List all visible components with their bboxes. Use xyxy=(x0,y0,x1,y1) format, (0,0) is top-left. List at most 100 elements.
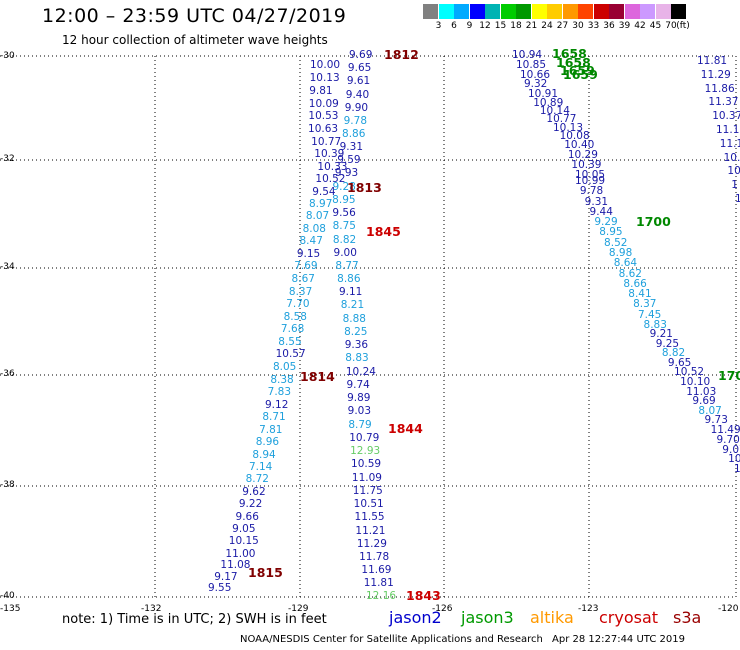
time-label: 1843 xyxy=(406,588,441,603)
wave-height-value: 10.29 xyxy=(567,149,598,162)
scale-swatch xyxy=(671,4,686,19)
wave-height-value: 7.14 xyxy=(248,460,273,473)
scale-label: 12 xyxy=(479,21,491,31)
wave-height-value: 8.41 xyxy=(628,288,652,301)
wave-height-value: 9.05 xyxy=(232,522,256,535)
wave-height-value: 9.78 xyxy=(579,185,604,198)
wave-height-value: 11.21 xyxy=(355,524,386,537)
scale-label: 39 xyxy=(618,21,631,31)
wave-height-value: 10 xyxy=(734,463,740,475)
page-title: 12:00 – 23:59 UTC 04/27/2019 xyxy=(42,5,347,27)
scale-swatch xyxy=(516,4,531,19)
wave-height-value: 11.75 xyxy=(352,484,383,497)
wave-height-value: 11.55 xyxy=(354,511,385,524)
scale-label: 3 xyxy=(435,21,442,31)
wave-height-value: 11.78 xyxy=(359,550,390,563)
wave-height-value: 10.63 xyxy=(308,123,339,136)
scale-label: 15 xyxy=(494,21,507,31)
scale-label: 9 xyxy=(466,21,473,31)
scale-label: 30 xyxy=(572,21,584,31)
scale-swatch xyxy=(485,4,500,19)
scale-swatch xyxy=(593,4,609,19)
wave-height-value: 11.81 xyxy=(363,576,394,589)
wave-height-value: 11.86 xyxy=(704,82,735,95)
wave-height-value: 8.83 xyxy=(345,352,369,365)
wave-height-value: 9.25 xyxy=(655,337,680,350)
wave-height-value: 8.95 xyxy=(599,226,623,239)
wave-height-value: 8.07 xyxy=(305,210,330,223)
scale-swatch xyxy=(562,4,578,19)
wave-height-value: 9.11 xyxy=(338,286,363,299)
page-subtitle: 12 hour collection of altimeter wave hei… xyxy=(62,33,328,47)
wave-height-value: 9.03 xyxy=(347,405,372,418)
time-label: 1813 xyxy=(347,180,382,195)
wave-height-value: 9.15 xyxy=(296,247,321,260)
scale-label: 18 xyxy=(510,21,522,31)
wave-height-value: 9.65 xyxy=(667,356,692,369)
wave-height-value: 10.89 xyxy=(533,97,564,110)
wave-height-value: 9.17 xyxy=(214,570,238,583)
wave-height-value: 8.21 xyxy=(340,299,365,312)
scale-swatch xyxy=(531,4,547,19)
time-label: 1658 xyxy=(556,55,591,70)
wave-height-value: 10.51 xyxy=(353,498,384,511)
scale-swatch xyxy=(547,4,562,19)
credit-line: NOAA/NESDIS Center for Satellite Applica… xyxy=(240,634,543,645)
legend-jason2: jason2 xyxy=(389,608,442,627)
wave-height-value: 9.22 xyxy=(238,498,263,511)
wave-height-value: 9.81 xyxy=(309,84,333,97)
wave-height-value: 8.86 xyxy=(342,128,366,141)
wave-height-value: 9.61 xyxy=(346,75,371,88)
time-label: 1845 xyxy=(366,224,401,239)
wave-height-value: 10.33 xyxy=(317,160,348,173)
time-label: 1659 xyxy=(560,63,595,78)
wave-height-value: 11.08 xyxy=(220,559,251,572)
wave-height-value: 10.94 xyxy=(512,49,543,61)
wave-height-value: 8.71 xyxy=(262,411,286,424)
wave-height-value: 11.29 xyxy=(700,68,731,81)
wave-height-value: 10.66 xyxy=(519,68,551,81)
wave-height-value: 8.75 xyxy=(332,220,356,233)
wave-height-value: 12.16 xyxy=(366,590,397,602)
wave-height-value: 9.65 xyxy=(347,62,372,75)
wave-height-value: 8.08 xyxy=(302,222,326,235)
wave-height-value: 7.68 xyxy=(280,323,305,336)
time-label: 170 xyxy=(718,368,740,383)
scale-label: 45 xyxy=(649,21,662,31)
wave-height-value: 8.66 xyxy=(623,277,647,290)
x-label: -135 xyxy=(0,604,21,614)
wave-height-value: 9.93 xyxy=(334,167,359,180)
wave-height-value: 10.40 xyxy=(564,139,595,152)
scale-swatch xyxy=(438,4,454,19)
x-label: -129 xyxy=(288,604,309,614)
wave-height-value: 9.74 xyxy=(346,378,370,391)
x-label: -120 xyxy=(718,604,739,614)
x-label: -132 xyxy=(141,604,162,614)
legend-cryosat: cryosat xyxy=(599,608,659,627)
wave-height-value: 10.14 xyxy=(539,105,570,118)
wave-height-value: 9.70 xyxy=(716,433,740,446)
wave-height-value: 7.83 xyxy=(267,386,292,399)
wave-height-value: 10 xyxy=(727,165,740,178)
wave-height-value: 8.38 xyxy=(270,373,294,386)
scale-swatch xyxy=(624,4,640,19)
wave-height-value: 8.82 xyxy=(332,233,357,246)
legend-altika: altika xyxy=(530,608,574,627)
scale-swatch xyxy=(469,4,485,19)
wave-height-value: 9.32 xyxy=(523,78,548,91)
wave-height-value: 11.09 xyxy=(351,471,382,484)
wave-height-value: 8.94 xyxy=(252,448,276,461)
scale-swatch xyxy=(454,4,469,19)
wave-height-value: 9.07 xyxy=(722,443,740,456)
y-label: -38 xyxy=(0,480,15,490)
scale-unit: (ft) xyxy=(676,21,690,31)
wave-height-value: 8.97 xyxy=(309,197,333,210)
wave-height-value: 10.13 xyxy=(552,121,584,134)
wave-height-value: 8.77 xyxy=(335,259,359,272)
wave-height-value: 8.98 xyxy=(608,246,633,259)
wave-height-value: 9.55 xyxy=(208,582,232,594)
wave-height-value: 10.85 xyxy=(515,58,547,71)
wave-height-value: 8.52 xyxy=(604,236,628,249)
wave-height-value: 10.57 xyxy=(275,348,306,361)
